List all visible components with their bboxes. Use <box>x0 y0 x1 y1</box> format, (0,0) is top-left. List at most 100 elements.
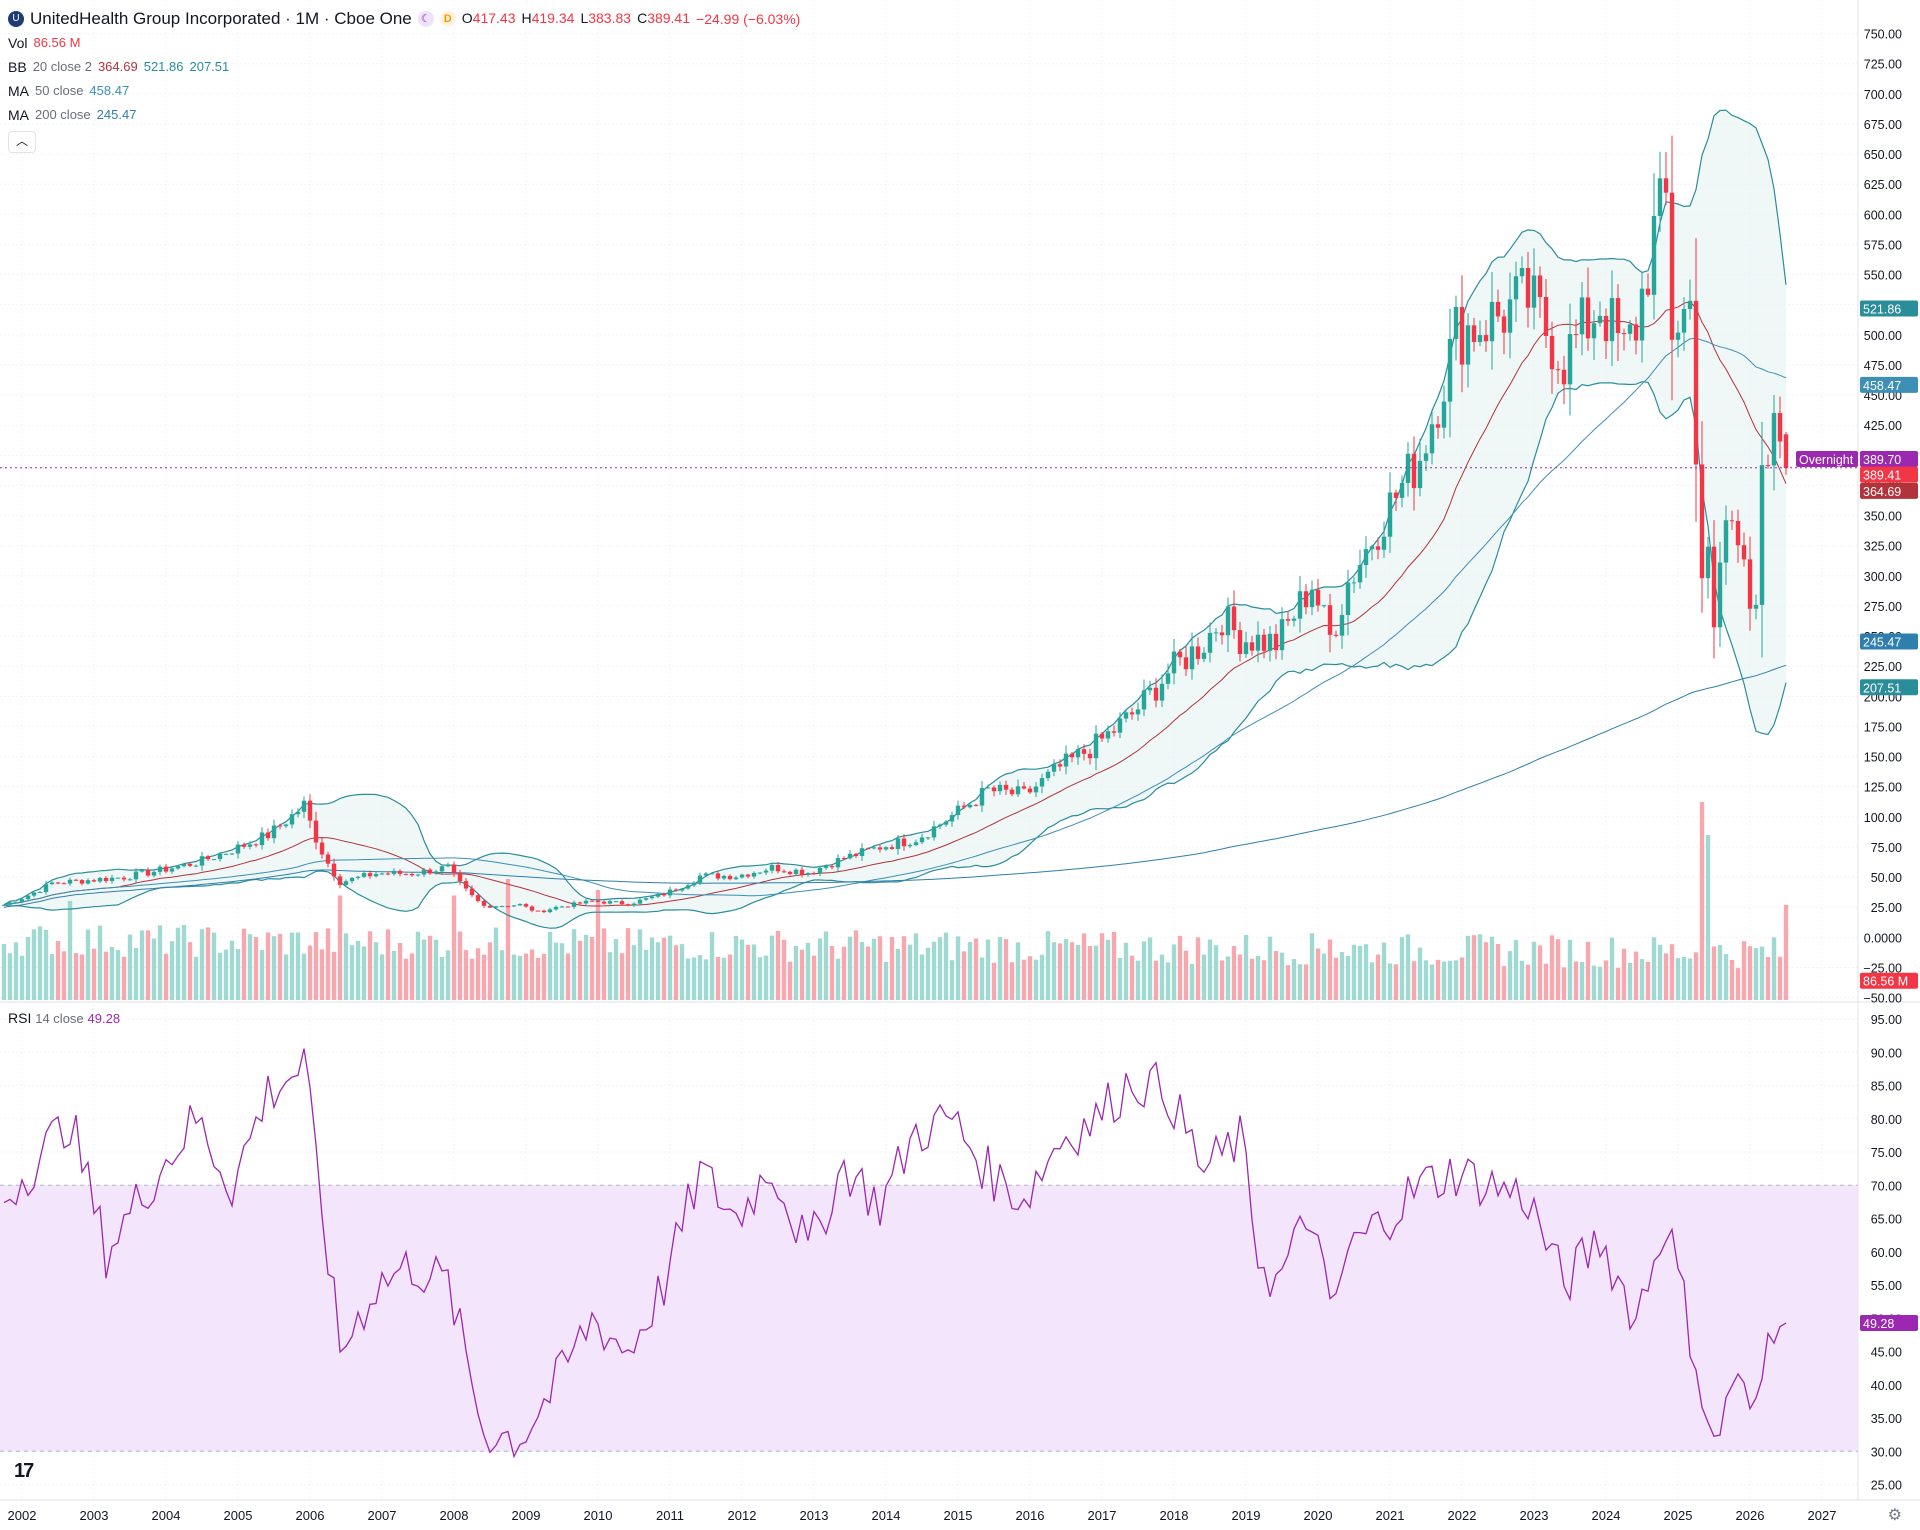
candle-body <box>1165 673 1171 684</box>
candle-body <box>727 875 733 880</box>
candle-body <box>283 824 289 827</box>
candle-body <box>1477 335 1483 343</box>
volume-bar <box>1315 948 1321 1000</box>
candle-body <box>1267 633 1273 651</box>
candle-body <box>1057 764 1063 767</box>
candle-body <box>409 873 415 876</box>
volume-bar <box>703 959 709 1000</box>
candle-body <box>1339 614 1345 636</box>
year-tick-label: 2004 <box>152 1508 181 1523</box>
bb-legend[interactable]: BB 20 close 2 364.69 521.86 207.51 <box>8 59 230 75</box>
volume-bar <box>1525 964 1531 1000</box>
candle-body <box>667 889 673 896</box>
symbol-row[interactable]: U UnitedHealth Group Incorporated · 1M ·… <box>8 6 800 31</box>
candle-body <box>859 848 865 856</box>
price-tick-label: 125.00 <box>1864 781 1902 795</box>
volume-bar <box>109 947 115 1000</box>
volume-bar <box>1051 942 1057 1000</box>
candle-body <box>493 906 499 908</box>
candle-body <box>415 874 421 876</box>
candle-body <box>1255 634 1261 651</box>
time-axis[interactable]: 2002 2003 2004 2005 2006 2007 2008 2009 2010 2011… <box>8 1508 1837 1523</box>
candle-body <box>1591 323 1597 339</box>
volume-bar <box>1057 943 1063 1000</box>
unh-logo-icon: U <box>8 10 24 27</box>
tradingview-logo-icon[interactable]: 17 <box>14 1460 34 1482</box>
close-value-tag-bg <box>1860 466 1918 483</box>
volume-bar <box>73 953 79 1000</box>
candle-body <box>1369 546 1375 550</box>
price-tick-label: 350.00 <box>1864 510 1902 524</box>
candle-body <box>1501 316 1507 333</box>
candle-body <box>1105 731 1111 739</box>
ma200-line <box>3 664 1787 908</box>
candle-body <box>1177 651 1183 658</box>
rsi-curve <box>3 1048 1787 1459</box>
price-candles[interactable] <box>1 135 1789 914</box>
volume-bar <box>637 929 643 1000</box>
candle-body <box>1639 288 1645 341</box>
price-tick-label: 500.00 <box>1864 329 1902 343</box>
year-tick-label: 2008 <box>440 1508 469 1523</box>
bb-basis-value-tag-text: 364.69 <box>1863 485 1901 499</box>
delay-badge[interactable]: D <box>439 10 456 27</box>
rsi-axis[interactable]: 95.00 90.00 85.00 80.00 75.00 70.00 65.00 60.00… <box>1871 1013 1902 1493</box>
candle-body <box>739 874 745 878</box>
volume-bar <box>1249 958 1255 1000</box>
volume-bar <box>805 942 811 1000</box>
volume-bar <box>49 954 55 1000</box>
candle-body <box>1627 324 1633 334</box>
volume-value-tag-bg <box>1860 972 1918 989</box>
price-axis[interactable]: 750.00 725.00 700.00 675.00 650.00 625.00 600.… <box>1863 28 1902 1006</box>
volume-bar <box>1615 967 1621 1000</box>
price-tick-label: 650.00 <box>1864 148 1902 162</box>
candle-body <box>1459 306 1465 365</box>
candle-body <box>1021 786 1027 789</box>
candle-body <box>961 805 967 808</box>
candle-body <box>541 910 547 913</box>
vol-legend[interactable]: Vol 86.56 M <box>8 35 81 51</box>
volume-bar <box>1447 960 1453 1000</box>
gear-icon[interactable]: ⚙ <box>1887 1507 1902 1524</box>
candle-body <box>1051 764 1057 772</box>
candle-body <box>919 837 925 843</box>
rsi-tick-label: 35.00 <box>1871 1412 1902 1426</box>
year-tick-label: 2013 <box>800 1508 829 1523</box>
moon-icon[interactable]: ☾ <box>417 10 434 27</box>
price-tick-label: 675.00 <box>1864 118 1902 132</box>
volume-bar <box>1561 967 1567 1000</box>
volume-bar <box>1627 963 1633 1000</box>
year-tick-label: 2011 <box>656 1508 684 1523</box>
volume-bar <box>877 936 883 1000</box>
volume-bar <box>1741 941 1747 1000</box>
volume-bar <box>715 956 721 1000</box>
volume-bar <box>823 931 829 1000</box>
ma50-legend[interactable]: MA 50 close 458.47 <box>8 83 130 99</box>
volume-bar <box>1027 956 1033 1000</box>
candle-body <box>967 804 973 808</box>
volume-bar <box>655 942 661 1000</box>
candle-body <box>601 901 607 904</box>
volume-bar <box>1063 939 1069 1000</box>
candle-body <box>589 900 595 902</box>
candle-body <box>325 854 331 864</box>
candle-body <box>427 869 433 874</box>
volume-bar <box>319 949 325 1000</box>
candle-body <box>163 866 169 872</box>
candle-body <box>907 845 913 847</box>
chevron-up-icon[interactable]: ︿ <box>8 131 36 153</box>
bb-lower-value-tag-text: 207.51 <box>1863 681 1901 695</box>
rsi-legend[interactable]: RSI 14 close 49.28 <box>8 1010 121 1026</box>
candle-body <box>1393 492 1399 498</box>
candle-body <box>133 871 139 880</box>
candle-body <box>1003 784 1009 790</box>
ma200-legend[interactable]: MA 200 close 245.47 <box>8 107 137 123</box>
rsi-tick-label: 25.00 <box>1871 1479 1902 1493</box>
volume-bar <box>925 947 931 1000</box>
price-tick-label: 175.00 <box>1864 720 1902 734</box>
volume-bar <box>343 933 349 1000</box>
volume-bar <box>1507 951 1513 1000</box>
symbol-title[interactable]: UnitedHealth Group Incorporated · 1M · C… <box>30 8 412 28</box>
candle-body <box>103 877 109 882</box>
